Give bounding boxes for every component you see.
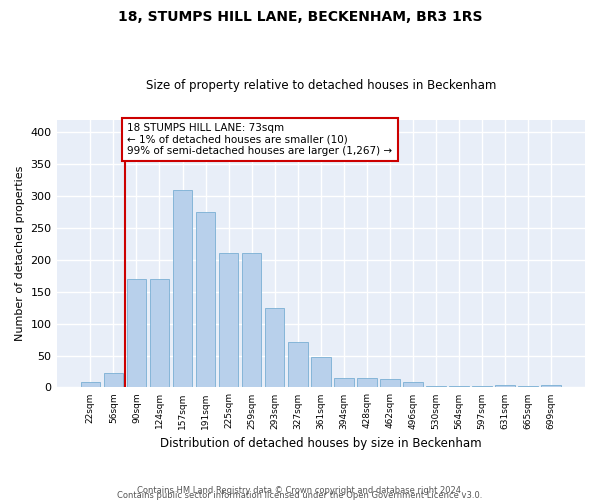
Text: Contains HM Land Registry data © Crown copyright and database right 2024.: Contains HM Land Registry data © Crown c… (137, 486, 463, 495)
Bar (104, 374, 123, 388)
Bar (357, 378, 377, 388)
Bar (149, 279, 169, 388)
Title: Size of property relative to detached houses in Beckenham: Size of property relative to detached ho… (146, 79, 496, 92)
X-axis label: Distribution of detached houses by size in Beckenham: Distribution of detached houses by size … (160, 437, 482, 450)
Bar (80, 382, 100, 388)
Bar (127, 279, 146, 388)
Bar (426, 386, 446, 388)
Text: 18, STUMPS HILL LANE, BECKENHAM, BR3 1RS: 18, STUMPS HILL LANE, BECKENHAM, BR3 1RS (118, 10, 482, 24)
Bar (518, 386, 538, 388)
Bar (265, 308, 284, 388)
Bar (242, 254, 262, 388)
Bar (541, 385, 561, 388)
Bar (311, 357, 331, 388)
Text: 18 STUMPS HILL LANE: 73sqm
← 1% of detached houses are smaller (10)
99% of semi-: 18 STUMPS HILL LANE: 73sqm ← 1% of detac… (127, 122, 392, 156)
Bar (380, 379, 400, 388)
Bar (403, 382, 423, 388)
Bar (288, 342, 308, 388)
Bar (173, 190, 193, 388)
Bar (219, 254, 238, 388)
Bar (334, 378, 353, 388)
Y-axis label: Number of detached properties: Number of detached properties (15, 166, 25, 341)
Bar (472, 386, 492, 388)
Bar (496, 385, 515, 388)
Text: Contains public sector information licensed under the Open Government Licence v3: Contains public sector information licen… (118, 491, 482, 500)
Bar (196, 212, 215, 388)
Bar (449, 386, 469, 388)
